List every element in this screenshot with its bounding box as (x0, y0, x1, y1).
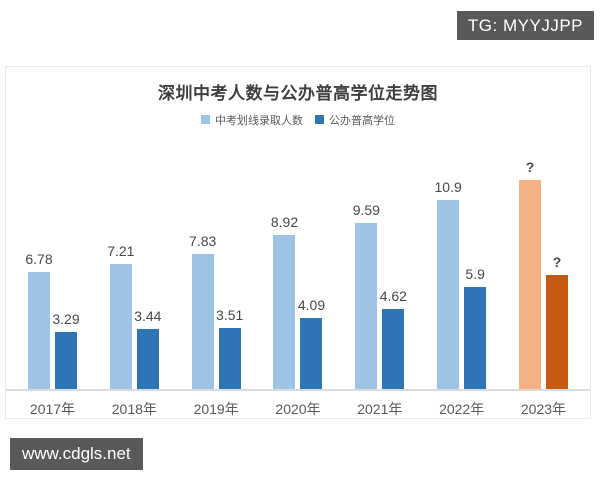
legend-swatch-icon (201, 115, 210, 124)
x-axis-label: 2023年 (520, 401, 567, 417)
bar-中考划线录取人数-2022年 (437, 200, 460, 389)
bar-中考划线录取人数-2023年 (518, 180, 541, 389)
bar-公办普高学位-2020年 (300, 318, 323, 389)
x-axis-label: 2018年 (111, 401, 157, 417)
chart-legend: 中考划线录取人数 公办普高学位 (6, 112, 590, 128)
legend-item: 中考划线录取人数 (201, 112, 303, 128)
bar-column: ? (545, 139, 568, 389)
bar-value-label: 9.59 (352, 202, 380, 218)
bar-公办普高学位-2018年 (136, 329, 159, 389)
bar-column: 3.51 (216, 139, 244, 389)
x-axis-label: 2021年 (357, 401, 403, 417)
bar-column: 6.78 (25, 139, 53, 389)
bar-公办普高学位-2017年 (55, 332, 77, 389)
bar-公办普高学位-2022年 (464, 287, 487, 389)
bar-value-label: 5.9 (465, 266, 485, 282)
bar-value-label: ? (552, 254, 562, 270)
bar-中考划线录取人数-2017年 (28, 272, 50, 389)
bar-中考划线录取人数-2020年 (273, 235, 296, 389)
bar-value-label: 8.92 (270, 214, 299, 230)
bar-value-label: 6.78 (25, 251, 53, 267)
bar-column: 4.62 (379, 139, 407, 389)
bar-value-label: 7.21 (107, 243, 135, 259)
bar-group-2019年: 7.83 3.51 (189, 139, 244, 389)
bar-column: ? (518, 139, 541, 389)
plot-area: 6.78 3.29 7.21 3.44 7.83 3.51 8.92 4.09 9.59 4.62… (6, 139, 590, 391)
legend-swatch-icon (315, 115, 324, 124)
bar-value-label: 3.44 (134, 308, 162, 324)
bar-column: 7.83 (189, 139, 217, 389)
legend-item: 公办普高学位 (315, 112, 395, 128)
bar-value-label: 3.29 (52, 311, 80, 327)
bar-value-label: ? (525, 159, 535, 175)
bar-column: 4.09 (297, 139, 326, 389)
bar-column: 7.21 (107, 139, 135, 389)
bar-group-2023年: ?? (518, 139, 568, 389)
chart-card: 深圳中考人数与公办普高学位走势图 中考划线录取人数 公办普高学位 6.78 3.29… (5, 66, 591, 419)
x-axis-label: 2020年 (275, 401, 321, 417)
legend-label: 公办普高学位 (329, 114, 395, 127)
bar-group-2022年: 10.9 5.9 (434, 139, 487, 389)
bar-公办普高学位-2019年 (218, 328, 241, 389)
bar-group-2021年: 9.59 4.62 (352, 139, 407, 389)
x-axis-labels: 2017年 2018年 2019年 2020年 2021年 2022年 2023年 (6, 399, 590, 419)
bar-value-label: 10.9 (434, 179, 462, 195)
bar-group-2020年: 8.92 4.09 (270, 139, 326, 389)
tg-badge: TG: MYYJJPP (456, 11, 594, 40)
legend-label: 中考划线录取人数 (215, 114, 303, 127)
bar-公办普高学位-2023年 (545, 275, 568, 389)
x-axis-label: 2017年 (29, 401, 76, 417)
chart-title: 深圳中考人数与公办普高学位走势图 (158, 84, 438, 103)
bar-中考划线录取人数-2019年 (191, 254, 214, 389)
bar-column: 8.92 (270, 139, 299, 389)
bar-column: 3.29 (52, 139, 80, 389)
x-axis-label: 2019年 (193, 401, 239, 417)
watermark-badge: www.cdgls.net (10, 438, 143, 470)
x-axis-label: 2022年 (439, 401, 485, 417)
bar-column: 5.9 (464, 139, 487, 389)
bar-中考划线录取人数-2018年 (109, 264, 132, 389)
bar-group-2017年: 6.78 3.29 (25, 139, 80, 389)
bar-group-2018年: 7.21 3.44 (107, 139, 162, 389)
bar-column: 3.44 (134, 139, 162, 389)
bar-value-label: 3.51 (216, 307, 244, 323)
bar-中考划线录取人数-2021年 (355, 223, 378, 389)
bar-value-label: 4.62 (379, 288, 407, 304)
bar-value-label: 4.09 (297, 297, 326, 313)
bar-公办普高学位-2021年 (382, 309, 405, 389)
bar-column: 9.59 (352, 139, 380, 389)
bar-value-label: 7.83 (189, 233, 217, 249)
bar-column: 10.9 (434, 139, 462, 389)
